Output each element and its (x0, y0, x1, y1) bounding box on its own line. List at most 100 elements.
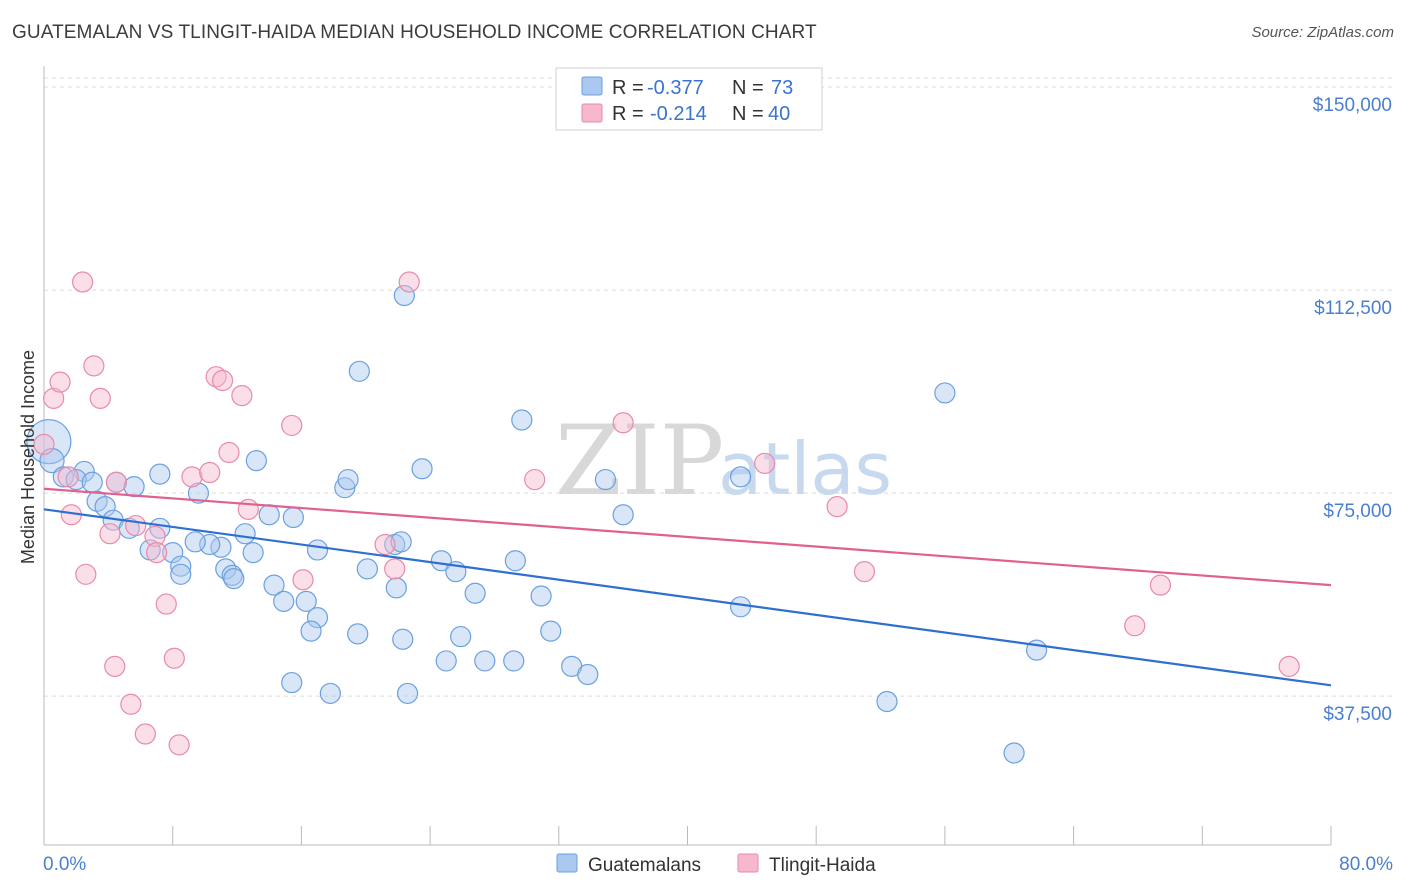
point-tlingit-haida (524, 468, 546, 491)
point-guatemalans (306, 539, 329, 561)
point-guatemalans (435, 650, 457, 672)
point-tlingit-haida (1124, 615, 1146, 637)
point-tlingit-haida (826, 496, 848, 518)
point-guatemalans (170, 563, 192, 585)
point-guatemalans (170, 555, 192, 577)
bottom-legend: Guatemalans Tlingit-Haida (556, 853, 876, 876)
legend-n-value: 40 (768, 103, 790, 125)
legend-r-label: R = (612, 77, 644, 99)
point-guatemalans (295, 590, 317, 612)
x-tick-labels: 0.0% 80.0% (43, 854, 1393, 875)
point-guatemalans (273, 590, 295, 612)
bottom-legend-label-guatemalans: Guatemalans (588, 855, 701, 876)
point-guatemalans (162, 542, 184, 564)
point-guatemalans (594, 468, 617, 491)
watermark-zip: ZIP (555, 405, 724, 517)
point-tlingit-haida (105, 471, 127, 493)
point-tlingit-haida (218, 441, 240, 464)
point-guatemalans (52, 466, 74, 488)
point-guatemalans (393, 284, 415, 307)
point-tlingit-haida (49, 371, 71, 393)
point-tlingit-haida (754, 452, 776, 474)
point-guatemalans (306, 607, 329, 629)
point-tlingit-haida (237, 498, 259, 520)
point-tlingit-haida (398, 271, 420, 293)
point-tlingit-haida (146, 542, 168, 564)
point-tlingit-haida (43, 387, 65, 409)
point-tlingit-haida (144, 525, 166, 548)
point-guatemalans (503, 650, 525, 672)
legend-n-label: N = (732, 77, 764, 99)
trend-line-tlingit-haida (43, 487, 1332, 587)
point-guatemalans (282, 506, 304, 529)
x-tick-label-min: 0.0% (43, 854, 86, 875)
legend-swatch-tlingit-haida (581, 103, 603, 123)
point-tlingit-haida (181, 466, 203, 488)
point-guatemalans (337, 468, 359, 491)
point-guatemalans (184, 531, 206, 553)
point-guatemalans (281, 671, 303, 694)
point-tlingit-haida (163, 647, 185, 669)
point-tlingit-haida (104, 655, 126, 677)
axes (43, 66, 1332, 846)
point-guatemalans (65, 468, 87, 491)
y-tick-label: $75,000 (1323, 501, 1392, 522)
point-guatemalans (223, 568, 245, 590)
point-guatemalans (612, 504, 634, 526)
trend-lines (43, 487, 1332, 687)
y-tick-label: $150,000 (1313, 95, 1392, 116)
y-tick-label: $112,500 (1314, 298, 1392, 319)
point-guatemalans (934, 382, 956, 404)
point-tlingit-haida (120, 693, 142, 715)
legend-n-value: 73 (771, 77, 793, 99)
bottom-legend-swatch-guatemalans (556, 853, 578, 873)
point-guatemalans (540, 620, 562, 642)
point-guatemalans (234, 523, 256, 545)
point-guatemalans (319, 682, 341, 705)
point-tlingit-haida (72, 271, 94, 293)
point-tlingit-haida (205, 366, 227, 388)
point-tlingit-haida (168, 734, 190, 756)
point-guatemalans (729, 596, 752, 618)
point-guatemalans (876, 690, 898, 713)
point-tlingit-haida (155, 593, 177, 615)
point-guatemalans (396, 682, 419, 705)
point-guatemalans (187, 482, 210, 504)
point-tlingit-haida (1149, 574, 1172, 596)
point-guatemalans (474, 650, 496, 672)
point-tlingit-haida (57, 466, 79, 488)
point-guatemalans (411, 458, 433, 480)
point-guatemalans (356, 558, 378, 580)
trend-line-guatemalans (43, 508, 1332, 687)
point-guatemalans (511, 409, 533, 431)
point-guatemalans (81, 471, 103, 493)
point-tlingit-haida (134, 723, 156, 745)
point-tlingit-haida (75, 563, 97, 585)
data-points (26, 271, 1300, 764)
bottom-legend-swatch-tlingit-haida (737, 853, 759, 873)
point-tlingit-haida (33, 433, 55, 455)
point-guatemalans (464, 582, 486, 604)
source-label: Source: ZipAtlas.com (1251, 24, 1394, 41)
point-guatemalans (729, 466, 752, 488)
point-tlingit-haida (853, 561, 876, 583)
point-guatemalans (385, 577, 407, 599)
point-tlingit-haida (292, 569, 314, 591)
point-guatemalans (347, 623, 369, 645)
point-guatemalans (245, 450, 267, 472)
point-tlingit-haida (384, 558, 406, 580)
point-guatemalans (242, 542, 264, 564)
legend-r-value: -0.214 (650, 103, 707, 125)
point-guatemalans (149, 463, 171, 485)
point-tlingit-haida (211, 369, 234, 392)
point-tlingit-haida (281, 414, 303, 437)
point-guatemalans (450, 625, 472, 648)
y-tick-label: $37,500 (1323, 704, 1392, 725)
point-tlingit-haida (99, 523, 121, 545)
point-tlingit-haida (89, 387, 111, 409)
point-guatemalans (263, 574, 285, 596)
point-tlingit-haida (374, 533, 396, 556)
point-guatemalans (258, 504, 280, 526)
x-tick-label-max: 80.0% (1339, 854, 1393, 875)
